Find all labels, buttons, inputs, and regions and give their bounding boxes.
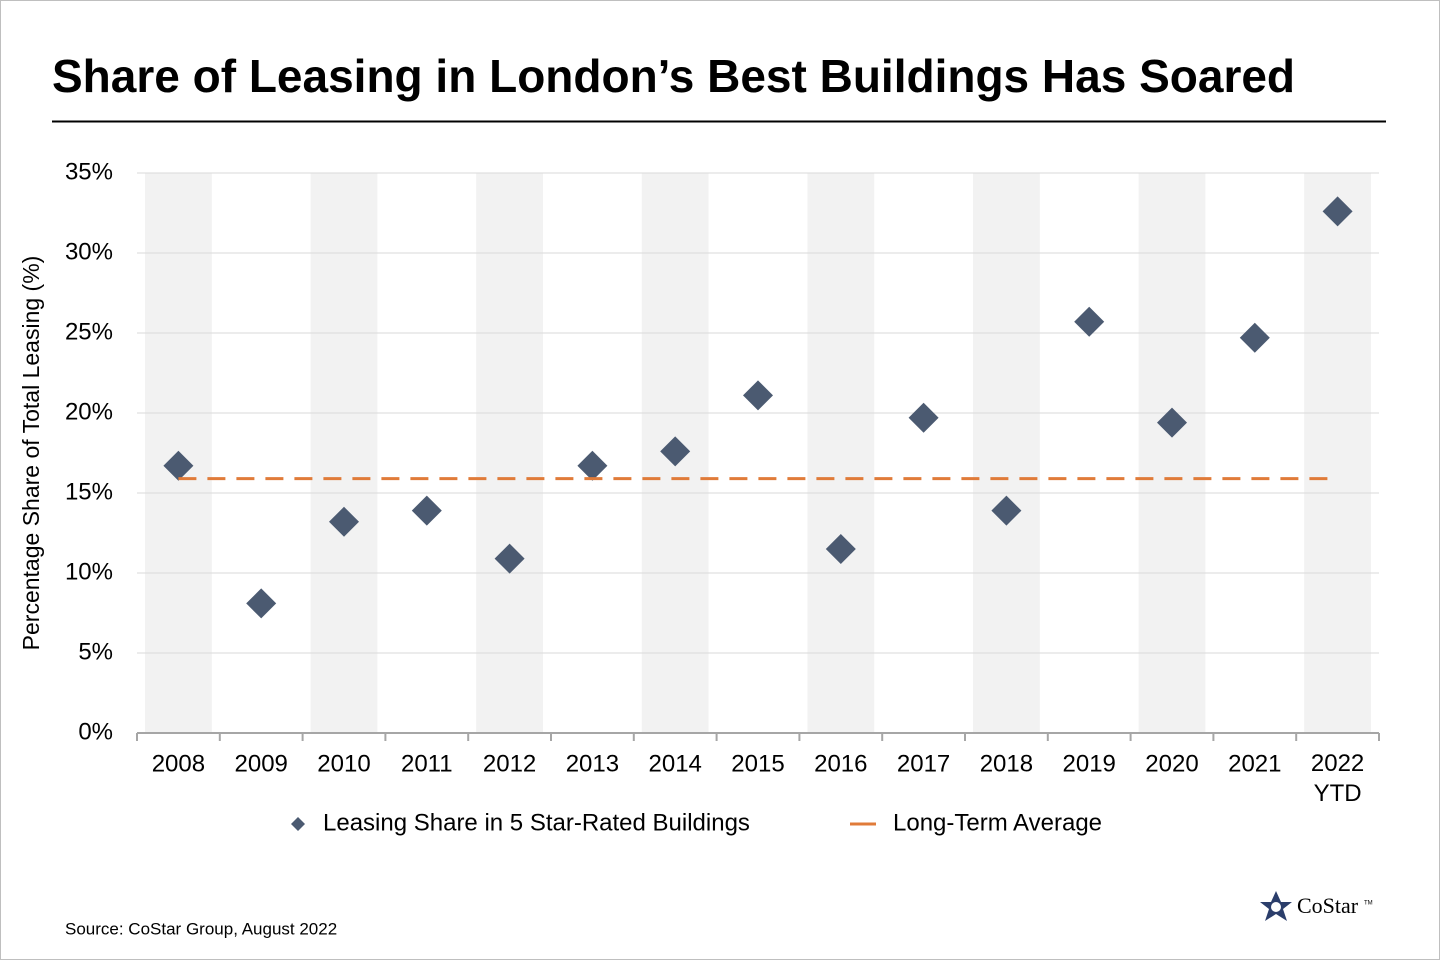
data-point (411, 495, 442, 526)
x-tick-label: 2008 (152, 750, 205, 777)
y-tick-label: 35% (65, 158, 113, 185)
y-tick-label: 25% (65, 318, 113, 345)
x-tick-label: 2021 (1228, 750, 1281, 777)
x-tick-label: 2016 (814, 750, 867, 777)
data-point (660, 436, 691, 467)
category-band (1304, 173, 1371, 733)
legend-label: Leasing Share in 5 Star-Rated Buildings (323, 809, 750, 836)
x-tick-label: 2013 (566, 750, 619, 777)
x-tick-label: 2009 (235, 750, 288, 777)
x-tick-label: 2011 (401, 750, 453, 777)
y-tick-label: 10% (65, 558, 113, 585)
logo-icon (1260, 891, 1292, 921)
category-band (310, 173, 378, 733)
data-point (1322, 196, 1353, 227)
x-tick-label: 2012 (483, 750, 536, 777)
legend-label: Long-Term Average (893, 809, 1102, 836)
x-tick-label: 2010 (317, 750, 370, 777)
data-point (825, 534, 856, 564)
logo: CoStar TM (1260, 891, 1373, 921)
data-point (577, 450, 608, 481)
y-axis-label: Percentage Share of Total Leasing (%) (18, 256, 44, 651)
category-band (973, 173, 1040, 733)
y-tick-label: 15% (65, 478, 113, 505)
x-tick-label: 2022 YTD (1311, 750, 1364, 807)
data-point (908, 402, 939, 433)
x-tick-label: 2020 (1145, 750, 1198, 777)
data-point (163, 450, 194, 481)
data-point (1074, 306, 1105, 337)
x-tick-label: 2019 (1063, 750, 1116, 777)
x-tick-label: 2014 (649, 750, 702, 777)
data-point (743, 380, 773, 411)
category-band (1138, 173, 1206, 733)
data-point (991, 495, 1022, 526)
data-point (1157, 407, 1187, 438)
data-point (1239, 322, 1270, 353)
category-band (476, 173, 543, 733)
data-point (329, 506, 359, 537)
chart-title: Share of Leasing in London’s Best Buildi… (52, 50, 1295, 102)
legend-marker (291, 817, 305, 831)
x-tick-label: 2018 (980, 750, 1033, 777)
logo-tm: TM (1364, 901, 1373, 907)
x-tick-label: 2015 (731, 750, 784, 777)
y-tick-label: 30% (65, 238, 113, 265)
source: Source: CoStar Group, August 2022 (65, 919, 337, 938)
x-tick-label: 2017 (897, 750, 950, 777)
data-point (494, 543, 525, 574)
y-tick-label: 20% (65, 398, 113, 425)
data-point (246, 588, 277, 619)
y-tick-label: 5% (78, 638, 113, 665)
y-tick-label: 0% (78, 718, 113, 745)
logo-text: CoStar (1297, 893, 1359, 918)
category-band (807, 173, 875, 733)
